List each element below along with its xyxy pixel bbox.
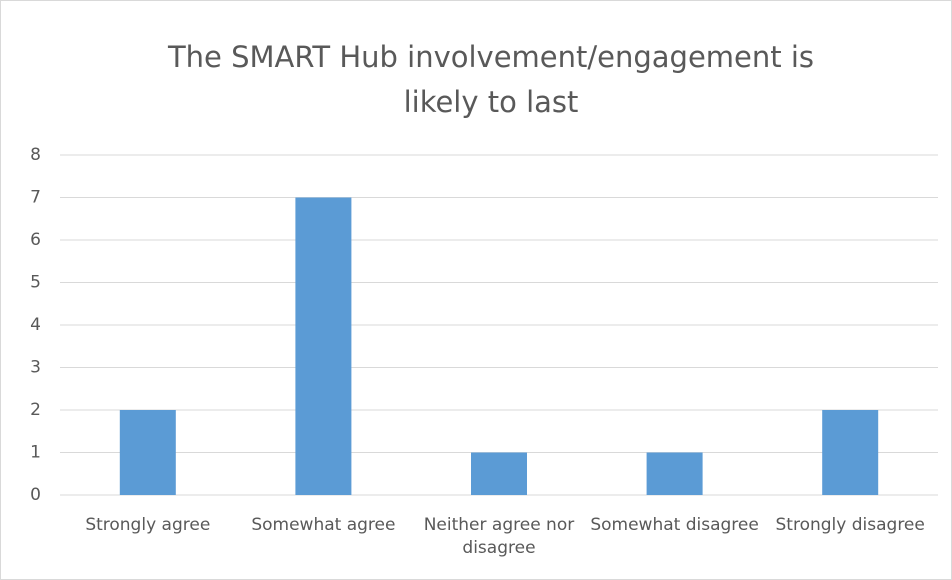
bar (822, 410, 879, 495)
y-tick-label: 0 (30, 485, 41, 505)
x-tick-label: Strongly disagree (775, 515, 925, 535)
y-tick-label: 8 (30, 145, 41, 165)
bar (295, 197, 352, 495)
bar (646, 452, 703, 495)
x-tick-label: Somewhat agree (251, 515, 396, 535)
chart-title: The SMART Hub involvement/engagement is … (167, 40, 815, 119)
bar (471, 452, 527, 495)
y-tick-label: 3 (30, 358, 41, 378)
x-tick-label: Somewhat disagree (590, 515, 759, 535)
y-tick-label: 5 (30, 273, 41, 293)
y-tick-label: 7 (30, 188, 41, 208)
bar (119, 410, 176, 495)
y-tick-label: 1 (30, 443, 41, 463)
x-tick-label: Neither agree nor disagree (423, 515, 575, 558)
y-tick-label: 6 (30, 230, 41, 250)
x-tick-label: Strongly agree (85, 515, 211, 535)
y-tick-label: 2 (30, 400, 41, 420)
y-tick-label: 4 (30, 315, 41, 335)
